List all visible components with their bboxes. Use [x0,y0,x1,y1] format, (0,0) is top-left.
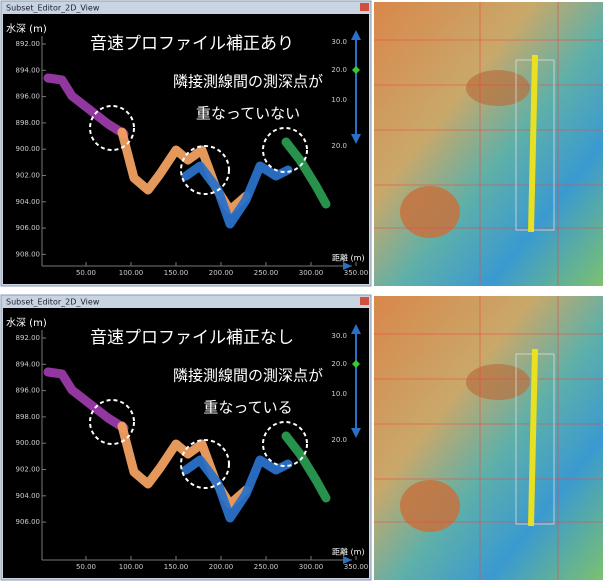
y-tick-label: 896.00 [16,93,41,101]
y-tick-label: 900.00 [16,439,41,447]
y-axis-label: 水深 (m) [6,317,47,329]
y-tick-label: 892.00 [16,334,41,342]
annotation: 音速プロファイル補正あり [90,34,294,54]
scale-label: 30.0 [331,38,347,46]
annotation: 音速プロファイル補正なし [90,328,294,348]
y-tick-label: 894.00 [16,360,41,368]
annotation: 重なっている [203,399,292,417]
x-tick-label: 150.00 [164,563,189,571]
panel: Subset_Editor_2D_View 水深 (m) 892.00 894.00 8… [1,1,603,286]
x-tick-label: 100.00 [119,563,144,571]
y-tick-label: 906.00 [16,518,41,526]
x-axis-label: 距離 (m) [332,253,365,263]
window-title: Subset_Editor_2D_View [6,298,100,307]
annotation: 重なっていない [196,105,300,123]
annotation: 隣接測線間の測深点が [173,73,323,91]
page: Subset_Editor_2D_View 水深 (m) 892.00 894.00 8… [0,0,604,581]
scale-label: 20.0 [331,142,347,150]
survey-line [531,55,535,232]
x-tick-label: 200.00 [209,269,234,277]
y-tick-label: 900.00 [16,145,41,153]
terrain-image [374,2,603,286]
x-tick-label: 300.00 [299,269,324,277]
y-tick-label: 904.00 [16,492,41,500]
terrain-mound [466,364,530,400]
x-tick-label: 150.00 [164,269,189,277]
x-tick-label: 50.00 [76,269,96,277]
x-tick-label: 350.00 [344,269,369,277]
x-tick-label: 200.00 [209,563,234,571]
survey-line [531,349,535,526]
scale-label: 10.0 [331,96,347,104]
y-tick-label: 902.00 [16,466,41,474]
window-title: Subset_Editor_2D_View [6,4,100,13]
x-tick-label: 100.00 [119,269,144,277]
x-axis-label: 距離 (m) [332,547,365,557]
x-tick-label: 300.00 [299,563,324,571]
x-tick-label: 350.00 [344,563,369,571]
scale-label: 10.0 [331,390,347,398]
terrain-mound [400,186,460,238]
x-tick-label: 50.00 [76,563,96,571]
plot-area [3,14,369,284]
close-button [360,297,369,305]
y-tick-label: 906.00 [16,224,41,232]
x-tick-label: 250.00 [254,269,279,277]
y-tick-label: 904.00 [16,198,41,206]
plot-area [3,308,369,578]
panel: Subset_Editor_2D_View 水深 (m) 892.00 894.00 8… [1,295,603,580]
y-tick-label: 902.00 [16,172,41,180]
y-tick-label: 894.00 [16,66,41,74]
y-axis-label: 水深 (m) [6,23,47,35]
y-tick-label: 892.00 [16,40,41,48]
y-tick-label: 898.00 [16,413,41,421]
scale-label: 20.0 [331,66,347,74]
y-tick-label: 908.00 [16,250,41,258]
close-button [360,3,369,11]
x-tick-label: 250.00 [254,563,279,571]
scale-label: 20.0 [331,436,347,444]
terrain-mound [400,480,460,532]
annotation: 隣接測線間の測深点が [173,367,323,385]
scale-label: 30.0 [331,332,347,340]
scale-label: 20.0 [331,360,347,368]
y-tick-label: 896.00 [16,387,41,395]
y-tick-label: 898.00 [16,119,41,127]
terrain-mound [466,70,530,106]
terrain-image [374,296,603,580]
